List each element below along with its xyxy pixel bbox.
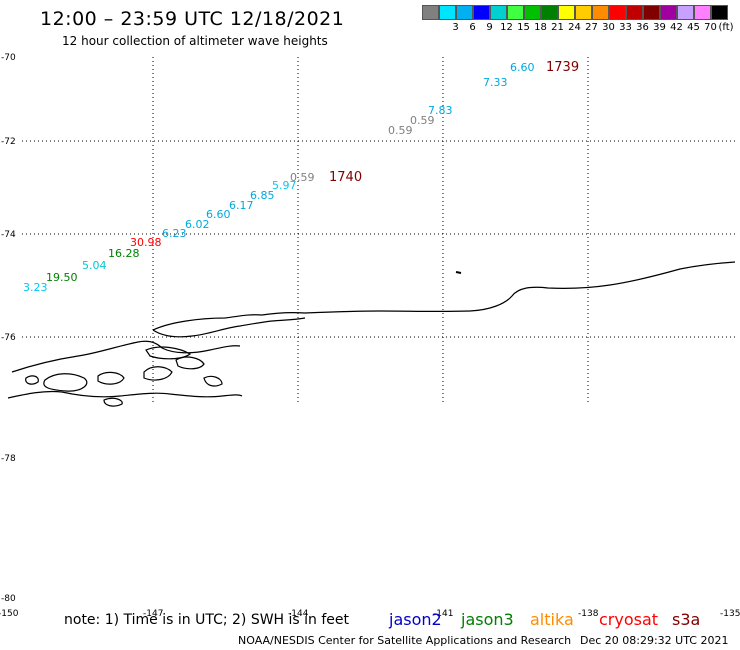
legend-label: 33 bbox=[619, 22, 632, 33]
legend-swatch bbox=[592, 5, 609, 20]
wave-height-label: 6.23 bbox=[162, 227, 187, 240]
legend-swatch bbox=[575, 5, 592, 20]
wave-height-label: 6.85 bbox=[250, 189, 275, 202]
legend-swatch bbox=[558, 5, 575, 20]
wave-height-label: 0.59 bbox=[388, 124, 413, 137]
legend-swatch bbox=[541, 5, 558, 20]
legend-label: 45 bbox=[687, 22, 700, 33]
legend-swatch bbox=[456, 5, 473, 20]
legend-label: 30 bbox=[602, 22, 615, 33]
wave-height-label: 16.28 bbox=[108, 247, 140, 260]
latitude-label: -80 bbox=[1, 594, 16, 604]
legend-label: 27 bbox=[585, 22, 598, 33]
legend-swatch bbox=[711, 5, 728, 20]
island bbox=[97, 371, 125, 385]
wave-height-label: 6.02 bbox=[185, 218, 210, 231]
longitude-label: -147 bbox=[143, 609, 163, 619]
wave-height-label: 19.50 bbox=[46, 271, 78, 284]
legend-swatch bbox=[507, 5, 524, 20]
legend-label: 12 bbox=[500, 22, 513, 33]
legend-label: 18 bbox=[534, 22, 547, 33]
latitude-label: -76 bbox=[1, 333, 16, 343]
legend-swatch bbox=[643, 5, 660, 20]
legend-label: 3 bbox=[452, 22, 459, 33]
island bbox=[203, 375, 223, 387]
longitude-label: -135 bbox=[720, 609, 740, 619]
legend-swatch bbox=[677, 5, 694, 20]
credit-line: NOAA/NESDIS Center for Satellite Applica… bbox=[238, 634, 572, 647]
satellite-name: altika bbox=[530, 610, 574, 629]
wave-height-label: 6.17 bbox=[229, 199, 254, 212]
legend-unit: (ft) bbox=[718, 22, 734, 33]
legend-swatch bbox=[490, 5, 507, 20]
legend-label: 39 bbox=[653, 22, 666, 33]
coast-segment bbox=[11, 340, 241, 373]
legend-label: 6 bbox=[469, 22, 476, 33]
latitude-label: -78 bbox=[1, 454, 16, 464]
wave-height-label: 5.04 bbox=[82, 259, 107, 272]
time-label: 1739 bbox=[546, 60, 579, 75]
legend-swatch bbox=[422, 5, 439, 20]
wave-height-label: 30.98 bbox=[130, 236, 162, 249]
legend-swatch bbox=[626, 5, 643, 20]
island bbox=[175, 356, 205, 370]
island bbox=[145, 346, 192, 360]
longitude-label: -144 bbox=[288, 609, 309, 619]
wave-height-label: 5.97 bbox=[272, 179, 297, 192]
graticule-grid: -70 -72 -74 -76 -78 -80 -150 -147 -144 -141 -138 -1… bbox=[0, 53, 740, 619]
island bbox=[43, 373, 88, 392]
legend-label: 42 bbox=[670, 22, 683, 33]
satellite-name: jason2 bbox=[389, 610, 442, 629]
legend-swatch bbox=[439, 5, 456, 20]
wave-height-label: 7.83 bbox=[428, 104, 453, 117]
legend-label: 9 bbox=[486, 22, 493, 33]
map-subtitle: 12 hour collection of altimeter wave hei… bbox=[62, 34, 328, 48]
satellite-name: s3a bbox=[672, 610, 701, 629]
wave-height-label: 0.59 bbox=[290, 171, 315, 184]
wave-height-label: 6.60 bbox=[510, 61, 535, 74]
wave-height-label: 3.23 bbox=[23, 281, 48, 294]
satellite-name: jason3 bbox=[461, 610, 514, 629]
wave-height-label: 6.60 bbox=[206, 208, 231, 221]
longitude-label: -150 bbox=[0, 609, 19, 619]
longitude-label: -141 bbox=[433, 609, 453, 619]
legend-label: 70 bbox=[704, 22, 717, 33]
legend-label: 21 bbox=[551, 22, 564, 33]
wave-height-label: 0.59 bbox=[410, 114, 435, 127]
coast-segment bbox=[7, 390, 243, 399]
legend-label: 24 bbox=[568, 22, 581, 33]
latitude-label: -74 bbox=[1, 230, 16, 240]
map-title: 12:00 – 23:59 UTC 12/18/2021 bbox=[40, 8, 345, 30]
legend-swatch bbox=[473, 5, 490, 20]
legend-swatch bbox=[609, 5, 626, 20]
legend-swatch bbox=[694, 5, 711, 20]
latitude-label: -70 bbox=[1, 53, 16, 63]
legend-swatch bbox=[660, 5, 677, 20]
island bbox=[25, 375, 39, 385]
longitude-label: -138 bbox=[578, 609, 599, 619]
ice-shelf-edge bbox=[152, 261, 736, 331]
island bbox=[103, 397, 123, 407]
legend-label: 36 bbox=[636, 22, 649, 33]
legend-swatch bbox=[524, 5, 541, 20]
satellite-name: cryosat bbox=[599, 610, 659, 629]
footer-note: note: 1) Time is in UTC; 2) SWH is in fe… bbox=[64, 612, 350, 628]
time-label: 1740 bbox=[329, 170, 362, 185]
generated-timestamp: Dec 20 08:29:32 UTC 2021 bbox=[580, 634, 729, 647]
island bbox=[455, 271, 462, 274]
wave-height-label: 7.33 bbox=[483, 76, 508, 89]
coast-segment bbox=[152, 317, 306, 338]
legend-label: 15 bbox=[517, 22, 530, 33]
island bbox=[143, 366, 173, 381]
coastline bbox=[7, 261, 736, 407]
latitude-label: -72 bbox=[1, 137, 16, 147]
